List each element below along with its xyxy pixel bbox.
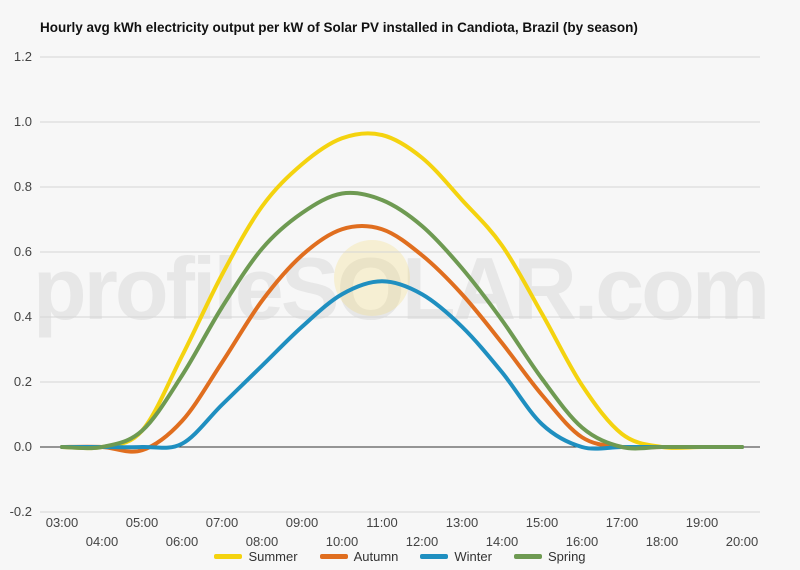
x-tick-label: 05:00: [126, 515, 159, 530]
legend-label: Winter: [454, 549, 492, 564]
x-tick-label: 03:00: [46, 515, 79, 530]
series-line-summer: [60, 131, 744, 451]
legend-item-autumn[interactable]: Autumn: [319, 549, 399, 564]
legend: Summer Autumn Winter Spring: [0, 549, 800, 564]
y-tick-label: 0.8: [14, 179, 32, 194]
x-tick-label: 07:00: [206, 515, 239, 530]
x-tick-label: 17:00: [606, 515, 639, 530]
x-tick-label: 06:00: [166, 534, 199, 549]
x-tick-label: 12:00: [406, 534, 439, 549]
legend-label: Autumn: [353, 549, 399, 564]
y-tick-label: 0.0: [14, 439, 32, 454]
x-tick-label: 10:00: [326, 534, 359, 549]
x-tick-label: 09:00: [286, 515, 319, 530]
x-tick-label: 14:00: [486, 534, 519, 549]
chart-title: Hourly avg kWh electricity output per kW…: [40, 20, 638, 35]
x-tick-label: 15:00: [526, 515, 559, 530]
x-tick-label: 20:00: [726, 534, 759, 549]
legend-item-spring[interactable]: Spring: [513, 549, 586, 564]
legend-swatch: [420, 554, 449, 559]
y-tick-label: 1.0: [14, 114, 32, 129]
y-tick-label: 1.2: [14, 49, 32, 64]
watermark-sun-icon: [334, 240, 410, 316]
y-tick-label: 0.4: [14, 309, 32, 324]
x-tick-label: 13:00: [446, 515, 479, 530]
x-tick-label: 16:00: [566, 534, 599, 549]
x-tick-label: 08:00: [246, 534, 279, 549]
y-tick-label: 0.6: [14, 244, 32, 259]
legend-label: Spring: [547, 549, 586, 564]
x-tick-label: 19:00: [686, 515, 719, 530]
series-line-spring: [60, 190, 744, 451]
watermark-text: profileSOLAR.com: [32, 239, 770, 338]
y-tick-label: 0.2: [14, 374, 32, 389]
legend-item-winter[interactable]: Winter: [420, 549, 492, 564]
series-line-winter: [60, 279, 744, 451]
x-tick-label: 11:00: [366, 515, 398, 530]
series-line-autumn: [60, 224, 744, 454]
legend-item-summer[interactable]: Summer: [214, 549, 298, 564]
x-tick-label: 04:00: [86, 534, 119, 549]
legend-swatch: [513, 554, 542, 559]
legend-label: Summer: [248, 549, 298, 564]
x-tick-label: 18:00: [646, 534, 679, 549]
y-tick-label: -0.2: [10, 504, 32, 519]
legend-swatch: [319, 554, 348, 559]
legend-swatch: [214, 554, 243, 559]
